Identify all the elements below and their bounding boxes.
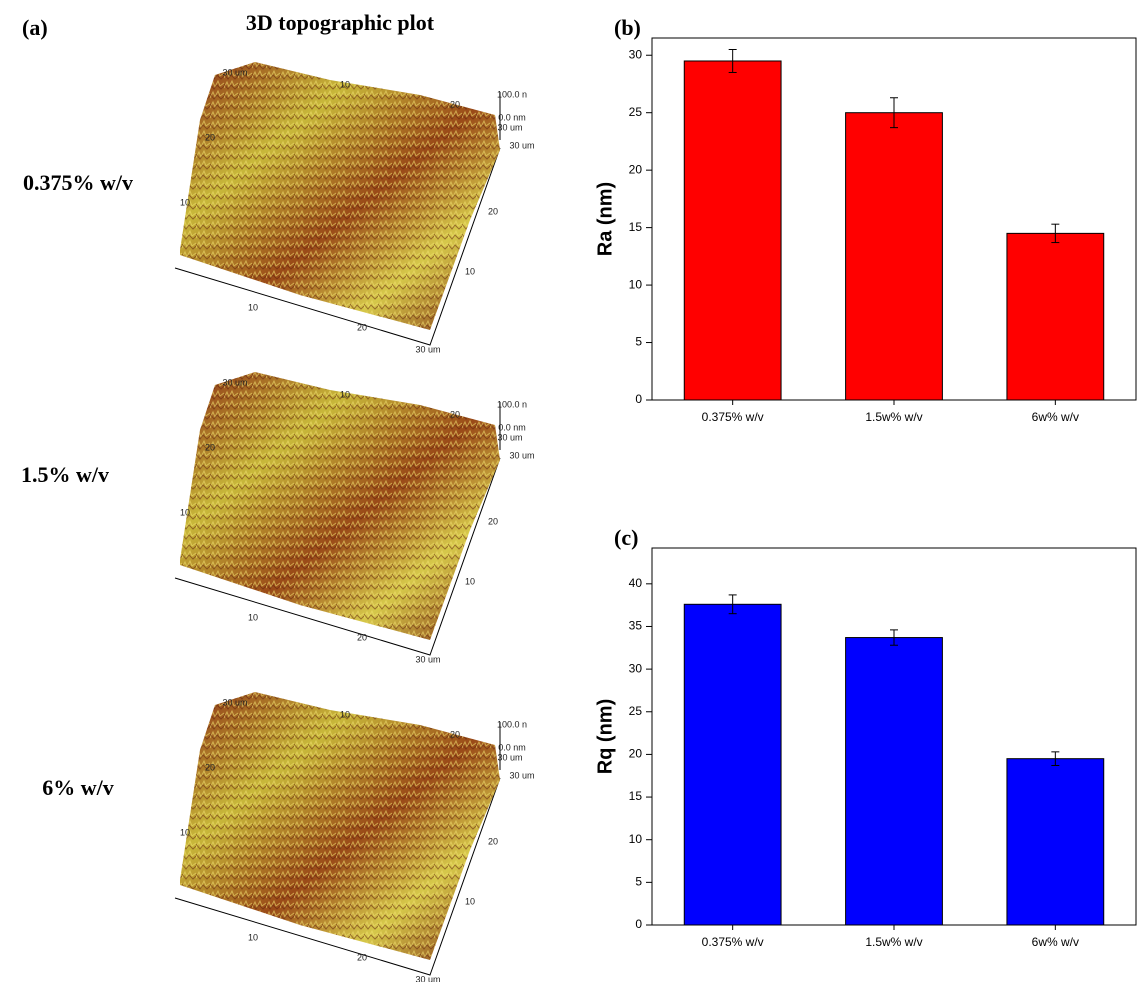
afm-axis-label: 30 um bbox=[509, 140, 534, 150]
afm-axis-label: 30 um bbox=[415, 344, 440, 354]
afm-base-frame bbox=[174, 147, 501, 346]
error-bar bbox=[1051, 223, 1060, 244]
afm-surface-texture bbox=[180, 692, 500, 960]
afm-axis-label: 30 um bbox=[222, 67, 247, 77]
afm-axis-label: 10 bbox=[340, 709, 350, 719]
afm-axis-label: 20 bbox=[488, 836, 498, 846]
afm-axis-label: 30 um bbox=[222, 697, 247, 707]
bar-charts: 0 5 10 15 20 25 30 Ra (nm) (b) 0.375% w/v 1.5w% w/… bbox=[594, 15, 1137, 949]
bar bbox=[845, 112, 943, 401]
panel-label: (b) bbox=[614, 15, 641, 40]
afm-base-frame bbox=[174, 457, 501, 656]
afm-axis-label: 30 um bbox=[415, 654, 440, 664]
afm-axis-label: 30 um bbox=[509, 450, 534, 460]
afm-axis-label: 10 bbox=[340, 389, 350, 399]
afm-axis-label: 10 bbox=[180, 507, 190, 517]
afm-axis-label: 10 bbox=[465, 576, 475, 586]
afm-axis-label: 10 bbox=[465, 266, 475, 276]
x-tick-label: 0.375% w/v bbox=[702, 935, 764, 949]
afm-axis-label: 10 bbox=[465, 896, 475, 906]
bar-chart: 0 5 10 15 20 25 30 35 40 Rq (nm) (c) 0.375% w/v 1.5w… bbox=[594, 525, 1137, 949]
panel-label: (c) bbox=[614, 525, 638, 550]
panel-title: 3D topographic plot bbox=[246, 10, 435, 35]
y-tick-label: 20 bbox=[629, 747, 643, 761]
bar bbox=[845, 637, 943, 926]
y-tick-label: 30 bbox=[629, 47, 643, 61]
y-tick-label: 25 bbox=[629, 704, 643, 718]
afm-axis-label: 0.0 nm bbox=[498, 112, 526, 122]
afm-surface-texture bbox=[180, 372, 500, 640]
y-tick-label: 35 bbox=[629, 619, 643, 633]
bar bbox=[683, 603, 782, 926]
y-axis-label: Rq (nm) bbox=[594, 699, 616, 775]
afm-axis-label: 20 bbox=[357, 632, 367, 642]
afm-axis-label: 100.0 n bbox=[497, 719, 527, 729]
error-bar bbox=[890, 97, 898, 129]
bar bbox=[683, 60, 782, 401]
afm-axis-label: 20 bbox=[488, 516, 498, 526]
y-tick-label: 10 bbox=[629, 277, 643, 291]
x-tick-label: 1.5w% w/v bbox=[865, 410, 922, 424]
x-tick-label: 6w% w/v bbox=[1032, 410, 1079, 424]
y-tick-label: 25 bbox=[629, 105, 643, 119]
x-tick-label: 6w% w/v bbox=[1032, 935, 1079, 949]
error-bar bbox=[728, 594, 737, 615]
bar bbox=[1006, 232, 1105, 401]
afm-axis-label: 0.0 nm bbox=[498, 742, 526, 752]
afm-surface-texture bbox=[180, 62, 500, 330]
y-tick-label: 40 bbox=[629, 576, 643, 590]
y-tick-label: 0 bbox=[635, 392, 642, 406]
afm-axis-label: 20 bbox=[205, 132, 215, 142]
x-tick-label: 0.375% w/v bbox=[702, 410, 764, 424]
y-tick-label: 15 bbox=[629, 220, 643, 234]
error-bar bbox=[1051, 751, 1060, 766]
afm-axis-label: 10 bbox=[180, 827, 190, 837]
afm-axis-label: 30 um bbox=[415, 974, 440, 982]
afm-axis-label: 30 um bbox=[222, 377, 247, 387]
afm-axis-label: 20 bbox=[357, 322, 367, 332]
afm-axis-label: 20 bbox=[450, 729, 460, 739]
bar bbox=[1006, 758, 1105, 926]
afm-axis-label: 10 bbox=[248, 302, 258, 312]
y-tick-label: 15 bbox=[629, 789, 643, 803]
afm-axis-label: 10 bbox=[180, 197, 190, 207]
afm-axis-label: 30 um bbox=[497, 752, 522, 762]
afm-axis-label: 20 bbox=[488, 206, 498, 216]
afm-axis-label: 20 bbox=[450, 409, 460, 419]
bar-chart: 0 5 10 15 20 25 30 Ra (nm) (b) 0.375% w/v 1.5w% w/… bbox=[594, 15, 1137, 424]
y-tick-label: 10 bbox=[629, 832, 643, 846]
y-axis-label: Ra (nm) bbox=[594, 182, 616, 256]
afm-axis-label: 30 um bbox=[509, 770, 534, 780]
y-tick-label: 30 bbox=[629, 661, 643, 675]
afm-axis-label: 10 bbox=[248, 932, 258, 942]
afm-axis-label: 20 bbox=[205, 442, 215, 452]
afm-axis-label: 10 bbox=[248, 612, 258, 622]
y-tick-label: 5 bbox=[635, 335, 642, 349]
afm-axis-label: 20 bbox=[357, 952, 367, 962]
afm-axis-label: 100.0 n bbox=[497, 399, 527, 409]
afm-axis-label: 20 bbox=[450, 99, 460, 109]
afm-sample-label: 6% w/v bbox=[42, 775, 114, 800]
afm-axis-label: 0.0 nm bbox=[498, 422, 526, 432]
afm-base-frame bbox=[174, 777, 501, 976]
panel-label: (a) bbox=[22, 15, 48, 40]
y-tick-label: 0 bbox=[635, 917, 642, 931]
error-bar bbox=[890, 629, 898, 646]
afm-axis-label: 10 bbox=[340, 79, 350, 89]
afm-sample-label: 1.5% w/v bbox=[21, 462, 109, 487]
afm-axis-label: 30 um bbox=[497, 122, 522, 132]
error-bar bbox=[728, 48, 737, 73]
afm-axis-label: 100.0 n bbox=[497, 89, 527, 99]
afm-sample-label: 0.375% w/v bbox=[23, 170, 133, 195]
afm-axis-label: 20 bbox=[205, 762, 215, 772]
y-tick-label: 20 bbox=[629, 162, 643, 176]
afm-axis-label: 30 um bbox=[497, 432, 522, 442]
x-tick-label: 1.5w% w/v bbox=[865, 935, 922, 949]
y-tick-label: 5 bbox=[635, 875, 642, 889]
